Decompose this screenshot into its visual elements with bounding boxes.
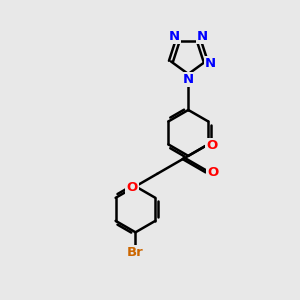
Text: N: N xyxy=(183,73,194,86)
Text: Br: Br xyxy=(127,246,144,259)
Text: O: O xyxy=(126,181,138,194)
Text: O: O xyxy=(206,140,217,152)
Text: N: N xyxy=(196,30,208,43)
Text: N: N xyxy=(205,57,216,70)
Text: O: O xyxy=(207,166,219,179)
Text: N: N xyxy=(169,30,180,43)
